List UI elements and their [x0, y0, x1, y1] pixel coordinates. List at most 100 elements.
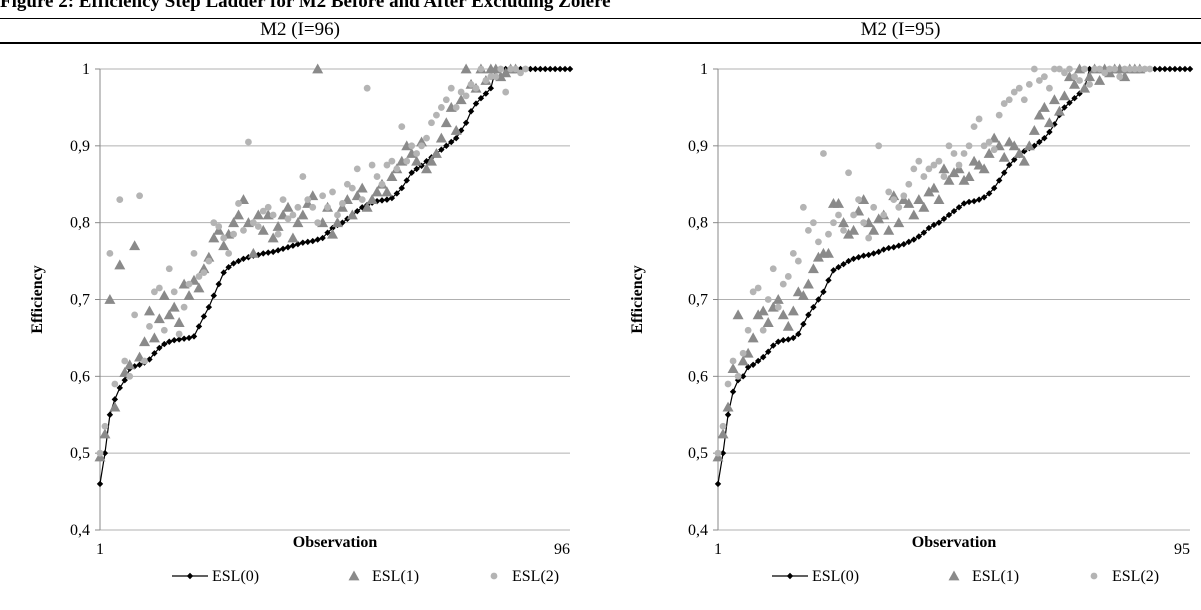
data-point	[1053, 105, 1065, 116]
data-point	[309, 203, 317, 211]
data-point	[815, 296, 822, 303]
data-point	[1040, 73, 1048, 81]
data-point	[739, 373, 747, 380]
data-point	[433, 111, 440, 119]
data-point	[754, 357, 762, 365]
data-point	[1023, 140, 1035, 151]
data-point	[1033, 109, 1045, 120]
data-point	[737, 355, 749, 366]
data-point	[393, 165, 401, 173]
data-point	[566, 65, 574, 73]
data-point	[1061, 69, 1068, 77]
data-point	[865, 234, 873, 242]
data-point	[215, 280, 222, 288]
data-point	[968, 155, 980, 166]
data-point	[378, 180, 386, 188]
data-point	[331, 217, 343, 228]
x-axis-title: Observation	[293, 534, 378, 551]
data-point	[252, 209, 264, 220]
data-point	[233, 209, 245, 220]
y-axis-title: Efficiency	[29, 265, 46, 333]
data-point	[985, 190, 993, 197]
data-point	[235, 200, 242, 207]
data-point	[903, 197, 915, 208]
data-point	[938, 163, 950, 174]
data-point	[111, 396, 119, 403]
data-point	[482, 90, 490, 97]
data-point	[850, 211, 857, 219]
data-point	[729, 357, 737, 365]
data-point	[958, 174, 970, 185]
legend-label: ESL(0)	[212, 568, 259, 585]
data-point	[148, 332, 160, 343]
data-point	[765, 348, 772, 355]
data-point	[764, 296, 772, 303]
data-point	[175, 330, 183, 338]
data-point	[739, 349, 747, 357]
data-point	[472, 100, 480, 107]
data-point	[1003, 136, 1015, 147]
data-point	[920, 173, 928, 180]
data-point	[343, 180, 351, 188]
data-point	[1186, 65, 1194, 73]
data-point	[403, 177, 410, 184]
data-point	[185, 280, 193, 288]
data-point	[1106, 65, 1114, 73]
data-point	[259, 207, 267, 215]
data-point	[165, 265, 173, 273]
data-point	[220, 269, 227, 276]
data-point	[774, 303, 782, 311]
data-point	[319, 192, 327, 200]
y-tick-label: 0,4	[70, 522, 90, 539]
data-point	[749, 361, 757, 369]
data-point	[930, 161, 938, 169]
data-point	[757, 305, 769, 316]
data-point	[990, 146, 998, 154]
data-point	[158, 290, 170, 301]
data-point	[500, 67, 512, 78]
data-point	[1071, 73, 1078, 81]
data-point	[141, 357, 148, 365]
data-point	[443, 142, 450, 150]
data-point	[116, 196, 124, 204]
data-point	[948, 167, 960, 178]
data-point	[835, 211, 842, 219]
table-rule-bottom	[0, 42, 1201, 44]
data-point	[146, 322, 153, 330]
data-point	[893, 217, 905, 228]
series-esl2	[714, 65, 1154, 457]
data-point	[527, 65, 534, 73]
data-point	[106, 411, 114, 418]
data-point	[309, 237, 316, 245]
data-point	[729, 388, 737, 395]
series-line	[99, 68, 570, 484]
x-tick-label: 95	[1174, 541, 1190, 558]
data-point	[101, 422, 109, 430]
data-point	[1079, 82, 1091, 93]
data-point	[784, 273, 792, 280]
data-point	[1058, 90, 1070, 101]
data-point	[292, 217, 304, 228]
data-point	[905, 238, 913, 246]
data-point	[398, 184, 405, 192]
data-point	[965, 142, 973, 150]
data-point	[312, 63, 324, 74]
data-point	[759, 326, 767, 334]
legend: ESL(0) ESL(1) ESL(2)	[772, 568, 1159, 585]
data-point	[116, 384, 123, 392]
data-point	[418, 142, 425, 150]
data-point	[815, 238, 822, 246]
data-point	[353, 165, 361, 173]
data-point	[744, 363, 752, 371]
data-point	[210, 292, 217, 299]
data-point	[998, 151, 1010, 162]
data-point	[264, 203, 272, 211]
data-point	[1151, 65, 1159, 73]
legend-marker	[348, 570, 360, 581]
data-point	[180, 335, 188, 342]
data-point	[274, 247, 282, 254]
data-point	[980, 194, 988, 201]
data-point	[845, 257, 852, 265]
data-point	[200, 313, 208, 320]
data-point	[517, 65, 524, 73]
